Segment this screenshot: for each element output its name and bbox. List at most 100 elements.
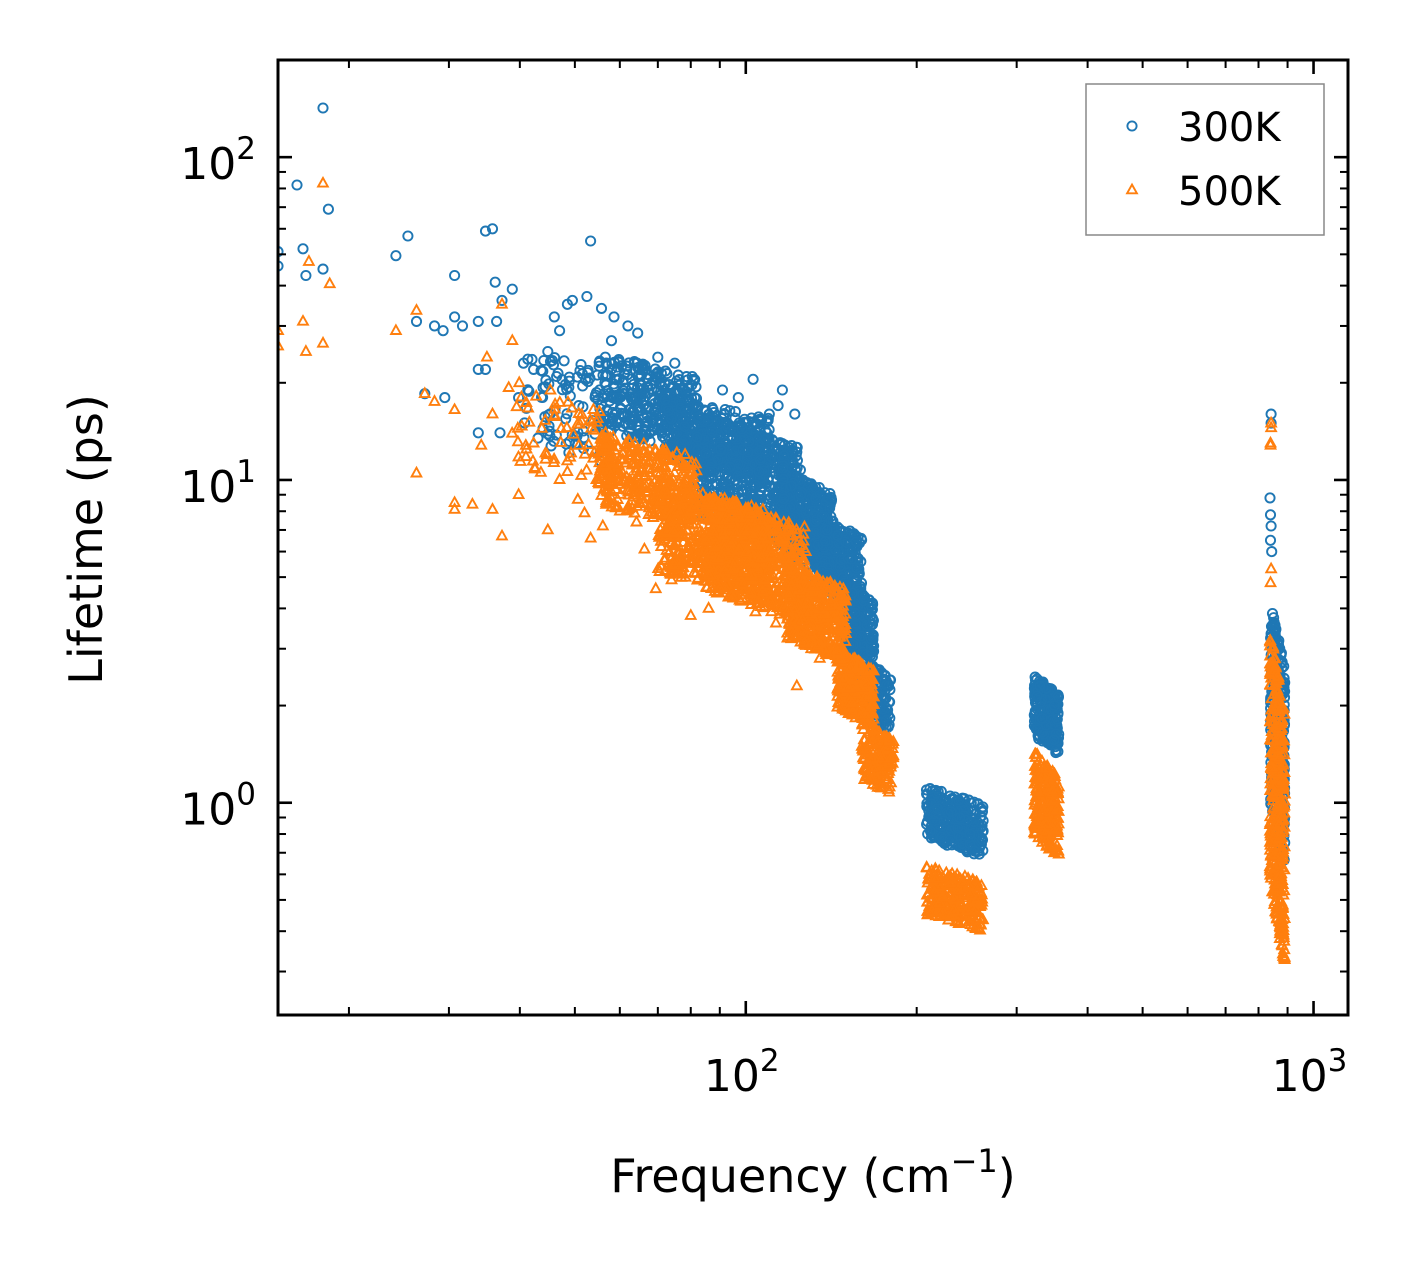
data-point xyxy=(678,421,691,433)
data-point xyxy=(719,403,731,416)
data-point xyxy=(601,369,613,381)
data-point xyxy=(580,462,594,475)
data-point xyxy=(758,465,770,477)
data-point xyxy=(523,385,535,397)
data-point xyxy=(790,450,802,462)
data-point xyxy=(741,453,753,465)
series-500K xyxy=(278,175,1292,965)
data-point xyxy=(402,230,414,242)
data-point xyxy=(677,383,689,395)
data-point xyxy=(1264,534,1277,546)
data-point xyxy=(694,434,706,446)
data-point xyxy=(724,461,736,473)
data-point xyxy=(594,355,606,367)
data-point xyxy=(680,371,693,383)
data-point xyxy=(776,384,788,396)
data-point xyxy=(456,320,469,332)
data-point xyxy=(581,290,593,303)
data-point xyxy=(539,411,551,423)
data-point xyxy=(690,381,702,393)
data-point xyxy=(662,405,675,417)
data-point xyxy=(712,454,724,466)
data-point xyxy=(691,431,703,443)
data-point xyxy=(546,355,558,367)
data-point xyxy=(607,392,619,404)
data-point xyxy=(300,269,312,282)
data-point xyxy=(772,400,784,412)
data-point xyxy=(1264,492,1276,504)
data-point xyxy=(747,373,759,385)
data-point xyxy=(511,434,525,447)
data-point xyxy=(622,320,634,332)
data-point xyxy=(715,443,727,455)
data-point xyxy=(730,445,742,457)
data-point xyxy=(704,466,716,478)
data-point xyxy=(556,384,569,396)
data-point xyxy=(489,276,501,288)
data-point xyxy=(578,432,590,444)
data-point xyxy=(491,315,503,327)
data-point xyxy=(472,427,484,439)
data-point xyxy=(552,367,564,379)
data-point xyxy=(655,367,667,379)
data-point xyxy=(737,444,749,456)
data-point xyxy=(632,327,644,339)
data-point xyxy=(322,203,334,215)
data-point xyxy=(669,357,681,369)
data-point xyxy=(554,325,566,337)
data-point xyxy=(317,102,329,114)
data-point xyxy=(535,364,547,377)
data-point xyxy=(593,360,605,372)
data-point xyxy=(428,320,441,332)
data-point xyxy=(608,378,620,390)
data-point xyxy=(626,419,638,431)
data-point xyxy=(660,402,672,414)
data-point xyxy=(613,416,625,428)
data-point xyxy=(721,479,733,491)
data-point xyxy=(698,434,710,446)
data-point xyxy=(595,302,608,314)
data-point xyxy=(608,311,620,323)
data-point xyxy=(724,405,736,417)
data-point xyxy=(716,384,729,396)
data-point xyxy=(743,435,755,447)
data-point xyxy=(613,392,625,404)
data-point xyxy=(700,447,712,459)
data-point xyxy=(634,392,646,404)
data-point xyxy=(619,418,631,430)
data-point xyxy=(502,380,516,392)
data-point xyxy=(706,426,718,438)
data-point xyxy=(390,250,402,262)
data-point xyxy=(632,381,644,394)
data-point xyxy=(410,315,423,327)
data-point xyxy=(449,311,461,323)
data-point xyxy=(597,369,609,381)
data-point xyxy=(787,455,799,467)
data-point xyxy=(727,431,739,443)
data-point xyxy=(686,370,698,383)
data-point xyxy=(1264,509,1277,521)
data-point xyxy=(754,454,766,466)
data-point xyxy=(472,315,484,327)
data-point xyxy=(702,415,714,427)
data-point xyxy=(742,466,754,478)
data-point xyxy=(563,371,575,383)
data-point xyxy=(729,406,741,418)
data-point xyxy=(762,443,774,455)
data-point xyxy=(537,391,549,403)
data-point xyxy=(1265,520,1277,532)
data-point xyxy=(645,378,657,390)
data-point xyxy=(708,466,720,478)
data-point xyxy=(789,408,801,420)
data-point xyxy=(558,355,570,367)
data-point xyxy=(712,428,725,440)
data-point xyxy=(449,269,461,282)
data-point xyxy=(659,394,671,406)
data-point xyxy=(719,477,731,489)
data-point xyxy=(754,413,766,425)
data-point xyxy=(679,434,691,446)
data-point xyxy=(512,375,526,388)
data-point xyxy=(554,421,568,433)
data-point xyxy=(605,335,618,347)
